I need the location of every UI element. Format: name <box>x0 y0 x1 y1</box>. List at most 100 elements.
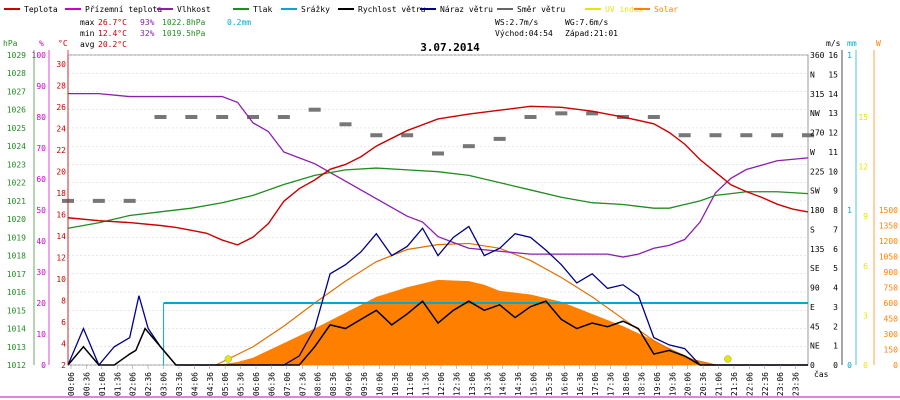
daily-stats: max 26.7°C 93% 1022.8hPa 0.2mm min 12.4°… <box>80 18 618 49</box>
pct-tick-label: 30 <box>36 268 46 277</box>
time-tick-label: 16:06 <box>560 372 569 396</box>
hpa-tick-label: 1014 <box>7 325 26 334</box>
ms-tick-label: 7 <box>833 225 838 234</box>
wind-direction-mark <box>647 115 660 119</box>
solar-tick-label: 1500 <box>879 206 898 215</box>
ms-tick-label: 4 <box>833 284 838 293</box>
mm-tick-label: 1 <box>847 206 852 215</box>
legend-label: Teplota <box>24 5 58 14</box>
time-tick-label: 04:06 <box>190 372 199 396</box>
c-unit: °C <box>58 39 68 48</box>
c-tick-label: 2 <box>61 361 66 370</box>
time-tick-label: 21:06 <box>715 372 724 396</box>
stat-sunset: Západ:21:01 <box>565 29 618 38</box>
pct-tick-label: 20 <box>36 299 46 308</box>
time-tick-label: 01:06 <box>98 372 107 396</box>
hpa-tick-label: 1018 <box>7 252 26 261</box>
time-tick-label: 11:06 <box>406 372 415 396</box>
time-tick-label: 06:36 <box>267 372 276 396</box>
time-tick-label: 09:36 <box>360 372 369 396</box>
solar-tick-label: 900 <box>884 268 899 277</box>
direction-tick-label: N <box>810 70 815 79</box>
time-tick-label: 19:06 <box>653 372 662 396</box>
wind-direction-mark <box>678 133 691 138</box>
direction-tick-label: 45 <box>810 322 820 331</box>
legend-label: Tlak <box>253 5 272 14</box>
time-tick-label: 22:06 <box>745 372 754 396</box>
time-tick-label: 22:36 <box>761 372 770 396</box>
time-tick-label: 13:36 <box>483 372 492 396</box>
hpa-unit: hPa <box>3 39 18 48</box>
hpa-tick-label: 1028 <box>7 69 26 78</box>
time-tick-label: 14:36 <box>514 372 523 396</box>
stat-max-hum: 93% <box>140 18 155 27</box>
stat-rain: 0.2mm <box>227 18 251 27</box>
ms-tick-label: 15 <box>828 70 838 79</box>
time-tick-label: 05:06 <box>221 372 230 396</box>
uv-tick-label: 3 <box>863 311 868 320</box>
stat-min-temp: 12.4°C <box>98 29 127 38</box>
time-tick-label: 15:06 <box>530 372 539 396</box>
pct-unit: % <box>39 39 44 48</box>
c-tick-label: 28 <box>56 82 66 91</box>
time-tick-label: 23:06 <box>776 372 785 396</box>
time-tick-label: 06:06 <box>252 372 261 396</box>
ms-tick-label: 1 <box>833 342 838 351</box>
direction-tick-label: SE <box>810 264 820 273</box>
legend-label: Solar <box>654 5 678 14</box>
solar-tick-label: 750 <box>884 284 899 293</box>
direction-tick-label: S <box>810 225 815 234</box>
wind-direction-mark <box>401 133 414 138</box>
c-tick-label: 30 <box>56 60 66 69</box>
time-tick-label: 15:36 <box>545 372 554 396</box>
direction-tick-label: 135 <box>810 245 825 254</box>
wind-direction-mark <box>432 151 444 156</box>
hpa-tick-label: 1027 <box>7 87 26 96</box>
time-tick-label: 11:36 <box>422 372 431 396</box>
time-tick-label: 20:06 <box>684 372 693 396</box>
legend-label: Rychlost větru <box>358 5 426 14</box>
direction-tick-label: 90 <box>810 284 820 293</box>
time-tick-label: 02:36 <box>144 372 153 396</box>
uv-tick-label: 0 <box>863 361 868 370</box>
time-tick-label: 21:36 <box>730 372 739 396</box>
wind-direction-mark <box>154 115 167 119</box>
hpa-tick-label: 1029 <box>7 51 26 60</box>
w-unit: W <box>876 39 881 48</box>
time-tick-label: 04:36 <box>206 372 215 396</box>
axis-units: hPa % °C m/s mm W čas <box>3 39 881 379</box>
pct-tick-label: 70 <box>36 144 46 153</box>
time-tick-label: 23:36 <box>792 372 801 396</box>
pct-tick-label: 60 <box>36 175 46 184</box>
hpa-tick-label: 1017 <box>7 270 26 279</box>
time-tick-label: 16:36 <box>576 372 585 396</box>
hpa-tick-label: 1024 <box>7 142 26 151</box>
chart-title: 3.07.2014 <box>420 41 480 54</box>
ms-unit: m/s <box>826 39 841 48</box>
wind-direction-mark <box>493 136 506 141</box>
ms-tick-label: 11 <box>828 148 838 157</box>
time-tick-label: 14:06 <box>499 372 508 396</box>
stat-min-label: min <box>80 29 95 38</box>
time-tick-label: 00:06 <box>67 372 76 396</box>
humidity-line <box>68 93 809 258</box>
uv-tick-label: 15 <box>858 113 868 122</box>
solar-tick-label: 150 <box>884 346 899 355</box>
solar-area <box>216 279 716 365</box>
hpa-tick-label: 1023 <box>7 160 26 169</box>
wind-direction-mark <box>555 111 568 116</box>
direction-tick-label: NE <box>810 342 820 351</box>
time-tick-label: 10:06 <box>375 372 384 396</box>
pct-tick-label: 10 <box>36 330 46 339</box>
c-tick-label: 10 <box>56 275 66 284</box>
solar-tick-label: 1200 <box>879 237 898 246</box>
legend-label: Náraz větru <box>440 5 493 14</box>
pct-tick-label: 90 <box>36 82 46 91</box>
direction-tick-label: 180 <box>810 206 825 215</box>
stat-sunrise: Východ:04:54 <box>495 29 553 38</box>
ms-tick-label: 5 <box>833 264 838 273</box>
mm-tick-label: 0 <box>847 361 852 370</box>
hpa-tick-label: 1021 <box>7 197 26 206</box>
stat-avg-temp: 20.2°C <box>98 40 127 49</box>
